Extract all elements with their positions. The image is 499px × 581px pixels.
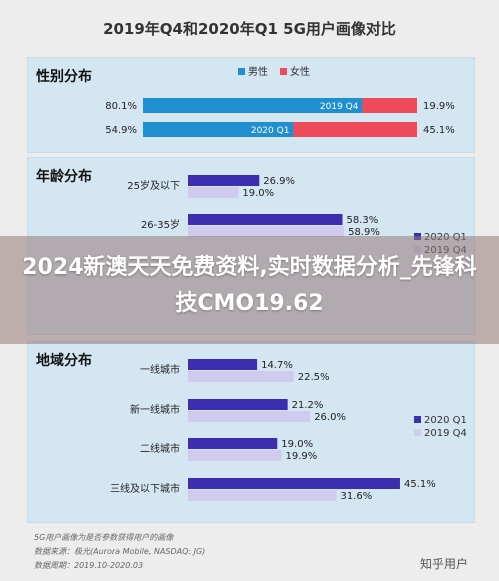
data-label-female: 45.1% — [423, 125, 455, 136]
legend-label-male: 男性 — [248, 65, 268, 78]
data-label-2020-q1: 45.1% — [404, 479, 436, 490]
legend-swatch-2020-q1 — [414, 416, 421, 423]
category-label: 二线城市 — [140, 442, 180, 455]
category-label: 一线城市 — [140, 363, 180, 376]
gender-panel-title: 性别分布 — [36, 69, 92, 85]
data-label-2020-q1: 26.9% — [263, 176, 295, 187]
bar-2020-q1 — [188, 438, 278, 449]
bar-female — [293, 122, 417, 137]
data-label-male: 80.1% — [105, 101, 137, 112]
bar-2020-q1 — [188, 478, 400, 489]
gender-panel: 性别分布 男性 女性 2019 Q4 80.1% 19.9% 2020 Q1 54.9% 45… — [27, 57, 475, 153]
bar-2019-q4 — [188, 490, 337, 501]
bar-2019-q4 — [188, 226, 345, 237]
region-chart: 一线城市 14.7% 22.5% 新一线城市 21.2%26.0% 二线城市 19.0%19… — [110, 359, 467, 502]
bar-2020-q1 — [188, 214, 343, 225]
data-label-male: 54.9% — [105, 125, 137, 136]
bar-2020-q1 — [188, 359, 258, 370]
data-label-2020-q1: 14.7% — [261, 360, 293, 371]
category-label: 26-35岁 — [141, 218, 180, 231]
category-label: 三线及以下城市 — [110, 482, 180, 495]
overlay-banner-text: 2024新澳天天免费资料,实时数据分析_先锋科技CMO19.62 — [22, 255, 477, 316]
legend-swatch-female — [280, 68, 287, 75]
bar-male — [143, 122, 294, 137]
legend-label-2020-q1: 2020 Q1 — [424, 415, 467, 426]
footer-note: 5G用户画像为是否参数获得用户的画像 — [34, 533, 174, 542]
footer-source: 数据来源：极光(Aurora Mobile, NASDAQ: JG) — [34, 547, 206, 556]
category-label: 新一线城市 — [130, 403, 180, 416]
bar-2019-q4 — [188, 411, 311, 422]
data-label-2020-q1: 19.0% — [281, 439, 313, 450]
legend-label-female: 女性 — [290, 65, 310, 78]
footer-period: 数据周期：2019.10-2020.03 — [34, 561, 144, 570]
data-label-2020-q1: 21.2% — [292, 400, 324, 411]
data-label-2019-q4: 58.9% — [348, 227, 380, 238]
data-label-2019-q4: 31.6% — [341, 491, 373, 502]
legend-swatch-male — [238, 68, 245, 75]
bar-female — [362, 98, 417, 113]
watermark: 知乎用户 — [420, 557, 469, 571]
bar-category-label: 2020 Q1 — [251, 126, 290, 136]
page-title: 2019年Q4和2020年Q1 5G用户画像对比 — [103, 20, 396, 38]
data-label-2019-q4: 22.5% — [298, 372, 330, 383]
data-label-2019-q4: 19.0% — [242, 188, 274, 199]
bar-category-label: 2019 Q4 — [320, 102, 359, 112]
bar-2020-q1 — [188, 399, 288, 410]
gender-chart: 男性 女性 2019 Q4 80.1% 19.9% 2020 Q1 54.9% 45.1% — [105, 65, 455, 137]
bar-2019-q4 — [188, 187, 239, 198]
bar-2019-q4 — [188, 450, 282, 461]
legend-label-2019-q4: 2019 Q4 — [424, 428, 467, 439]
data-label-2019-q4: 19.9% — [286, 451, 318, 462]
age-panel-title: 年龄分布 — [36, 169, 92, 185]
data-label-2019-q4: 26.0% — [314, 412, 346, 423]
data-label-female: 19.9% — [423, 101, 455, 112]
data-label-2020-q1: 58.3% — [346, 215, 378, 226]
bar-2019-q4 — [188, 371, 294, 382]
overlay-banner — [0, 236, 499, 344]
region-panel-title: 地域分布 — [36, 353, 92, 369]
bar-2020-q1 — [188, 175, 260, 186]
bar-male — [143, 98, 363, 113]
legend-swatch-2019-q4 — [414, 429, 421, 436]
region-panel: 地域分布 一线城市 14.7% 22.5% 新一线城市 21.2% 26.0% 二线城市 19… — [27, 341, 475, 523]
category-label: 25岁及以下 — [127, 179, 180, 192]
